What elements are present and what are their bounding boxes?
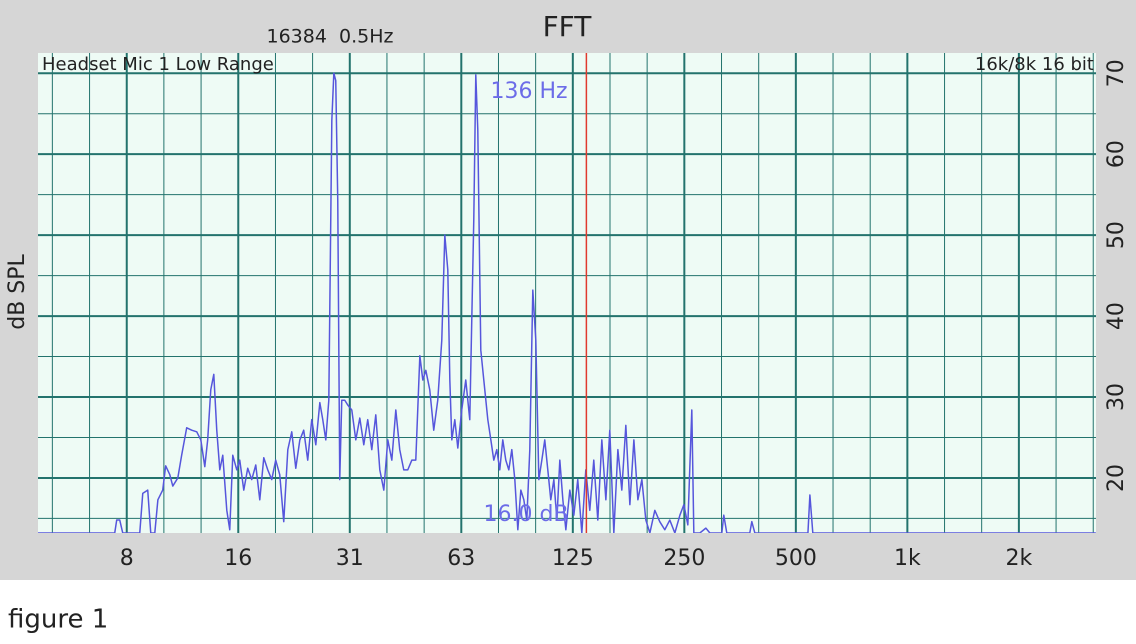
x-tick-label: 31 [336,546,364,571]
y-tick-label: 60 [1104,140,1129,168]
y-axis-label: dB SPL [5,253,30,329]
plot-area [38,53,1096,533]
x-tick-label: 16 [224,546,252,571]
y-tick-label: 20 [1104,464,1129,492]
x-tick-label: 8 [120,546,134,571]
cursor-frequency: 136 Hz [490,79,567,104]
x-tick-label: 1k [894,546,921,571]
source-label: Headset Mic 1 Low Range [42,54,274,75]
x-tick-label: 500 [775,546,817,571]
format-label: 16k/8k 16 bit [975,54,1094,75]
y-tick-label: 40 [1104,302,1129,330]
x-tick-label: 2k [1006,546,1033,571]
chart-subtitle: 16384 0.5Hz [267,26,394,48]
x-tick-label: 63 [447,546,475,571]
y-tick-label: 50 [1104,221,1129,249]
cursor-level: 16.0 dB [483,502,568,527]
chart-title: FFT [543,10,593,43]
y-tick-label: 70 [1104,59,1129,87]
y-tick-label: 30 [1104,383,1129,411]
figure-caption: figure 1 [8,605,108,635]
x-tick-label: 125 [552,546,594,571]
spectrum-line [38,72,1096,533]
x-tick-label: 250 [663,546,705,571]
